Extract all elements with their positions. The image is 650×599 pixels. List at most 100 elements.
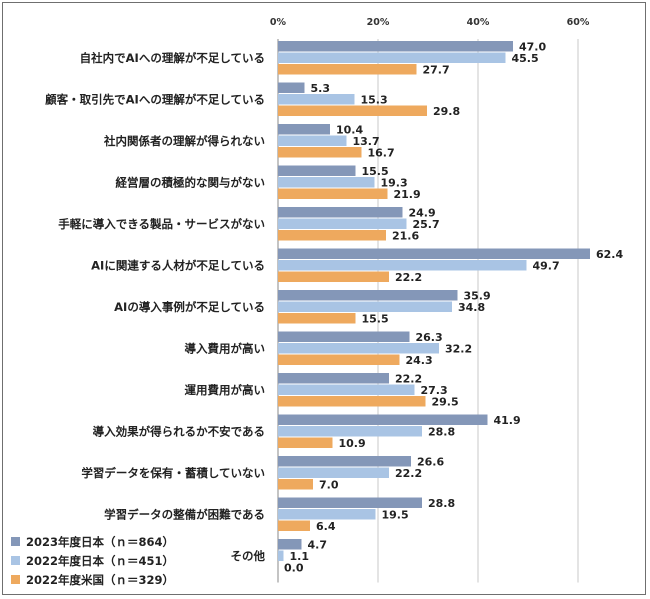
bar xyxy=(278,354,400,365)
data-label: 47.0 xyxy=(519,41,546,54)
bar xyxy=(278,147,362,158)
bar xyxy=(278,301,452,312)
data-label: 5.3 xyxy=(311,82,331,95)
data-label: 45.5 xyxy=(512,52,539,65)
data-label: 10.4 xyxy=(336,124,363,137)
legend-item-2022-usa: 2022年度米国（ｎ＝329） xyxy=(11,570,174,589)
data-label: 25.7 xyxy=(413,218,440,231)
data-label: 26.6 xyxy=(417,456,444,469)
legend-label-2023-japan: 2023年度日本（ｎ＝864） xyxy=(26,534,175,549)
data-label: 0.0 xyxy=(284,562,304,575)
bar xyxy=(278,426,422,437)
bar xyxy=(278,343,439,354)
bar xyxy=(278,260,527,271)
data-label: 7.0 xyxy=(319,479,339,492)
bar xyxy=(278,331,410,342)
bar xyxy=(278,135,347,146)
data-label: 34.8 xyxy=(458,301,485,314)
legend-item-2022-japan: 2022年度日本（ｎ＝451） xyxy=(11,551,174,570)
data-label: 26.3 xyxy=(416,331,443,344)
bar xyxy=(278,177,375,188)
data-label: 41.9 xyxy=(494,414,521,427)
data-label: 32.2 xyxy=(445,343,472,356)
category-label: 学習データの整備が困難である xyxy=(104,507,265,521)
bar xyxy=(278,384,415,395)
data-label: 13.7 xyxy=(353,135,380,148)
bar xyxy=(278,479,313,490)
category-label: 経営層の積極的な関与がない xyxy=(116,175,266,189)
data-label: 6.4 xyxy=(316,520,336,533)
bar-chart: 0% 20% 40% 60% 自社内でAIへの理解が不足している 47.045.5 27.7… xyxy=(45,17,623,583)
bar xyxy=(278,41,513,52)
data-label: 24.3 xyxy=(406,354,433,367)
data-label: 22.2 xyxy=(395,467,422,480)
data-label: 21.9 xyxy=(394,188,421,201)
data-label: 27.3 xyxy=(421,384,448,397)
bar xyxy=(278,64,417,75)
bar xyxy=(278,456,411,467)
legend-swatch-2022-japan xyxy=(11,556,20,565)
legend-item-2023-japan: 2023年度日本（ｎ＝864） xyxy=(11,532,174,551)
bar xyxy=(278,248,590,259)
category-label: 手軽に導入できる製品・サービスがない xyxy=(58,217,265,231)
data-label: 15.5 xyxy=(362,313,389,326)
category-label: 学習データを保有・蓄積していない xyxy=(81,466,265,480)
legend: 2023年度日本（ｎ＝864） 2022年度日本（ｎ＝451） 2022年度米国… xyxy=(11,532,174,589)
bar xyxy=(278,82,305,93)
data-label: 24.9 xyxy=(409,207,436,220)
data-label: 28.8 xyxy=(428,426,455,439)
bar xyxy=(278,290,458,301)
x-tick-label: 40% xyxy=(467,17,490,28)
bar xyxy=(278,207,403,218)
data-label: 15.5 xyxy=(362,165,389,178)
data-label: 19.3 xyxy=(381,177,408,190)
data-label: 4.7 xyxy=(308,539,328,552)
bar xyxy=(278,539,302,550)
category-label: 導入費用が高い xyxy=(185,341,266,355)
x-tick-label: 60% xyxy=(567,17,590,28)
data-label: 62.4 xyxy=(596,248,623,261)
data-label: 22.2 xyxy=(395,373,422,386)
bar xyxy=(278,188,388,199)
category-label: AIに関連する人材が不足している xyxy=(91,258,265,272)
data-label: 16.7 xyxy=(368,147,395,160)
bar xyxy=(278,218,407,229)
x-tick-label: 0% xyxy=(270,17,287,28)
data-label: 27.7 xyxy=(423,64,450,77)
legend-label-2022-usa: 2022年度米国（ｎ＝329） xyxy=(26,572,175,587)
bar xyxy=(278,105,427,116)
x-tick-label: 20% xyxy=(367,17,390,28)
data-label: 35.9 xyxy=(464,290,491,303)
category-label: 社内関係者の理解が得られない xyxy=(103,134,265,148)
data-label: 21.6 xyxy=(392,230,419,243)
category-label: AIの導入事例が不足している xyxy=(114,300,265,314)
bar xyxy=(278,52,506,63)
category-label: その他 xyxy=(231,549,266,563)
legend-label-2022-japan: 2022年度日本（ｎ＝451） xyxy=(26,553,175,568)
data-label: 15.3 xyxy=(361,94,388,107)
bar xyxy=(278,509,376,520)
bar xyxy=(278,467,389,478)
bar xyxy=(278,497,422,508)
bar xyxy=(278,437,333,448)
bar xyxy=(278,271,389,282)
bar xyxy=(278,414,488,425)
data-label: 19.5 xyxy=(382,509,409,522)
bar xyxy=(278,165,356,176)
bar xyxy=(278,373,389,384)
legend-swatch-2023-japan xyxy=(11,537,20,546)
bar xyxy=(278,396,426,407)
bar xyxy=(278,520,310,531)
bar xyxy=(278,550,284,561)
bar xyxy=(278,230,386,241)
bar xyxy=(278,313,356,324)
bar xyxy=(278,94,355,105)
data-label: 22.2 xyxy=(395,271,422,284)
legend-swatch-2022-usa xyxy=(11,575,20,584)
data-label: 29.5 xyxy=(432,396,459,409)
data-label: 10.9 xyxy=(339,437,366,450)
category-label: 自社内でAIへの理解が不足している xyxy=(80,51,265,65)
category-label: 顧客・取引先でAIへの理解が不足している xyxy=(45,92,265,106)
data-label: 28.8 xyxy=(428,497,455,510)
